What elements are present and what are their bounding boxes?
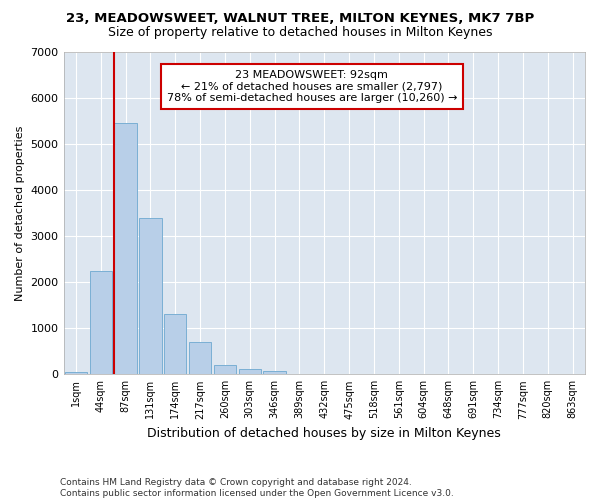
Y-axis label: Number of detached properties: Number of detached properties — [15, 125, 25, 300]
Bar — [189, 342, 211, 374]
Text: 23 MEADOWSWEET: 92sqm
← 21% of detached houses are smaller (2,797)
78% of semi-d: 23 MEADOWSWEET: 92sqm ← 21% of detached … — [167, 70, 457, 103]
Bar — [115, 123, 137, 374]
Bar — [65, 372, 87, 374]
Bar — [139, 218, 161, 374]
Bar — [89, 270, 112, 374]
Bar — [263, 372, 286, 374]
Bar — [164, 314, 187, 374]
Text: Size of property relative to detached houses in Milton Keynes: Size of property relative to detached ho… — [108, 26, 492, 39]
Bar — [239, 369, 261, 374]
X-axis label: Distribution of detached houses by size in Milton Keynes: Distribution of detached houses by size … — [148, 427, 501, 440]
Bar — [214, 365, 236, 374]
Text: Contains HM Land Registry data © Crown copyright and database right 2024.
Contai: Contains HM Land Registry data © Crown c… — [60, 478, 454, 498]
Text: 23, MEADOWSWEET, WALNUT TREE, MILTON KEYNES, MK7 7BP: 23, MEADOWSWEET, WALNUT TREE, MILTON KEY… — [66, 12, 534, 26]
